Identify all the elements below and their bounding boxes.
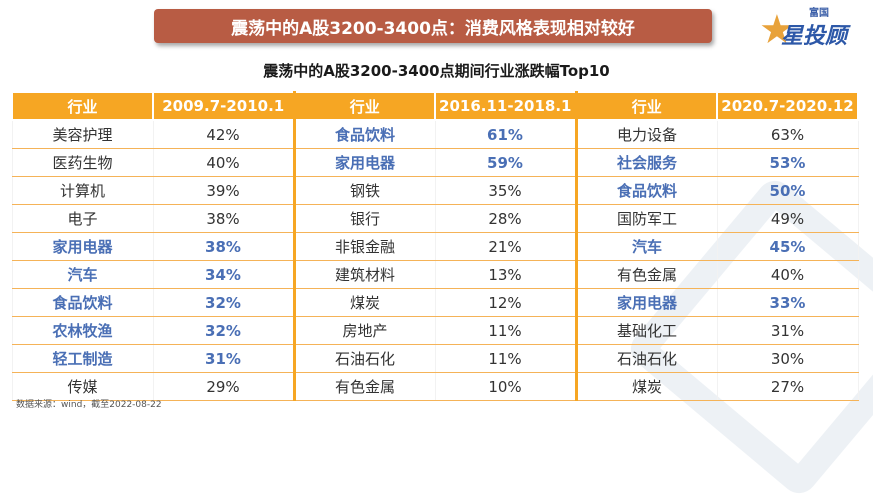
brand-logo: ★ 富国 星投顾 bbox=[759, 2, 859, 52]
cell-industry-1: 计算机 bbox=[11, 176, 154, 205]
cell-value-3: 50% bbox=[716, 176, 859, 205]
logo-big-text: 星投顾 bbox=[781, 24, 848, 49]
cell-industry-2: 建筑材料 bbox=[292, 260, 436, 289]
cell-value-3: 53% bbox=[716, 148, 859, 177]
cell-value-3: 45% bbox=[716, 232, 859, 261]
cell-industry-1: 轻工制造 bbox=[11, 344, 154, 373]
cell-value-1: 32% bbox=[152, 316, 295, 345]
cell-industry-3: 食品饮料 bbox=[574, 176, 718, 205]
cell-value-1: 31% bbox=[152, 344, 295, 373]
cell-industry-1: 美容护理 bbox=[11, 119, 154, 149]
table-header-row: 行业 2009.7-2010.1 行业 2016.11-2018.1 行业 20… bbox=[11, 91, 859, 121]
cell-industry-1: 医药生物 bbox=[11, 148, 154, 177]
cell-industry-2: 钢铁 bbox=[292, 176, 436, 205]
cell-value-1: 38% bbox=[152, 204, 295, 233]
cell-value-3: 63% bbox=[716, 119, 859, 149]
cell-value-1: 40% bbox=[152, 148, 295, 177]
cell-value-2: 59% bbox=[434, 148, 577, 177]
cell-industry-2: 食品饮料 bbox=[292, 119, 436, 149]
cell-industry-3: 石油石化 bbox=[574, 344, 718, 373]
cell-value-3: 31% bbox=[716, 316, 859, 345]
cell-industry-1: 食品饮料 bbox=[11, 288, 154, 317]
cell-industry-3: 国防军工 bbox=[574, 204, 718, 233]
cell-industry-3: 有色金属 bbox=[574, 260, 718, 289]
cell-value-2: 12% bbox=[434, 288, 577, 317]
header-period-3: 2020.7-2020.12 bbox=[716, 91, 859, 121]
header-period-1: 2009.7-2010.1 bbox=[152, 91, 295, 121]
cell-industry-2: 非银金融 bbox=[292, 232, 436, 261]
cell-value-2: 35% bbox=[434, 176, 577, 205]
cell-industry-3: 电力设备 bbox=[574, 119, 718, 149]
cell-value-2: 11% bbox=[434, 344, 577, 373]
table-row: 电子 38% 银行 28% 国防军工 49% bbox=[11, 204, 859, 233]
cell-value-2: 13% bbox=[434, 260, 577, 289]
cell-industry-3: 基础化工 bbox=[574, 316, 718, 345]
logo-small-text: 富国 bbox=[809, 8, 829, 19]
table-row: 传媒 29% 有色金属 10% 煤炭 27% bbox=[11, 372, 859, 401]
cell-value-1: 34% bbox=[152, 260, 295, 289]
cell-value-2: 21% bbox=[434, 232, 577, 261]
cell-value-2: 10% bbox=[434, 372, 577, 401]
table-title: 震荡中的A股3200-3400点期间行业涨跌幅Top10 bbox=[263, 62, 610, 80]
cell-industry-2: 家用电器 bbox=[292, 148, 436, 177]
cell-industry-2: 有色金属 bbox=[292, 372, 436, 401]
cell-value-1: 38% bbox=[152, 232, 295, 261]
industry-returns-table: 行业 2009.7-2010.1 行业 2016.11-2018.1 行业 20… bbox=[11, 91, 859, 401]
cell-value-3: 27% bbox=[716, 372, 859, 401]
cell-industry-1: 农林牧渔 bbox=[11, 316, 154, 345]
header-period-2: 2016.11-2018.1 bbox=[434, 91, 577, 121]
table-row: 农林牧渔 32% 房地产 11% 基础化工 31% bbox=[11, 316, 859, 345]
page-title: 震荡中的A股3200-3400点：消费风格表现相对较好 bbox=[231, 18, 635, 39]
cell-value-1: 32% bbox=[152, 288, 295, 317]
table-row: 汽车 34% 建筑材料 13% 有色金属 40% bbox=[11, 260, 859, 289]
cell-industry-3: 家用电器 bbox=[574, 288, 718, 317]
table-row: 计算机 39% 钢铁 35% 食品饮料 50% bbox=[11, 176, 859, 205]
cell-value-2: 28% bbox=[434, 204, 577, 233]
cell-value-1: 39% bbox=[152, 176, 295, 205]
cell-industry-2: 煤炭 bbox=[292, 288, 436, 317]
table-body: 美容护理 42% 食品饮料 61% 电力设备 63% 医药生物 40% 家用电器 59% 社会服务 5… bbox=[11, 119, 859, 401]
data-source-note: 数据来源：wind，截至2022-08-22 bbox=[16, 400, 162, 410]
cell-value-3: 40% bbox=[716, 260, 859, 289]
table-row: 食品饮料 32% 煤炭 12% 家用电器 33% bbox=[11, 288, 859, 317]
cell-industry-3: 汽车 bbox=[574, 232, 718, 261]
cell-value-3: 49% bbox=[716, 204, 859, 233]
cell-industry-2: 银行 bbox=[292, 204, 436, 233]
cell-value-1: 29% bbox=[152, 372, 295, 401]
header-industry-2: 行业 bbox=[292, 91, 436, 121]
cell-value-3: 33% bbox=[716, 288, 859, 317]
cell-value-2: 61% bbox=[434, 119, 577, 149]
cell-industry-1: 汽车 bbox=[11, 260, 154, 289]
cell-industry-2: 石油石化 bbox=[292, 344, 436, 373]
cell-industry-2: 房地产 bbox=[292, 316, 436, 345]
cell-value-1: 42% bbox=[152, 119, 295, 149]
header-industry-1: 行业 bbox=[11, 91, 154, 121]
table-row: 医药生物 40% 家用电器 59% 社会服务 53% bbox=[11, 148, 859, 177]
cell-industry-1: 电子 bbox=[11, 204, 154, 233]
cell-industry-1: 传媒 bbox=[11, 372, 154, 401]
page-title-banner: 震荡中的A股3200-3400点：消费风格表现相对较好 bbox=[154, 9, 712, 43]
cell-industry-3: 社会服务 bbox=[574, 148, 718, 177]
table-row: 美容护理 42% 食品饮料 61% 电力设备 63% bbox=[11, 119, 859, 149]
cell-industry-3: 煤炭 bbox=[574, 372, 718, 401]
star-icon: ★ bbox=[759, 7, 795, 53]
cell-industry-1: 家用电器 bbox=[11, 232, 154, 261]
table-row: 轻工制造 31% 石油石化 11% 石油石化 30% bbox=[11, 344, 859, 373]
cell-value-2: 11% bbox=[434, 316, 577, 345]
table-row: 家用电器 38% 非银金融 21% 汽车 45% bbox=[11, 232, 859, 261]
cell-value-3: 30% bbox=[716, 344, 859, 373]
header-industry-3: 行业 bbox=[574, 91, 718, 121]
